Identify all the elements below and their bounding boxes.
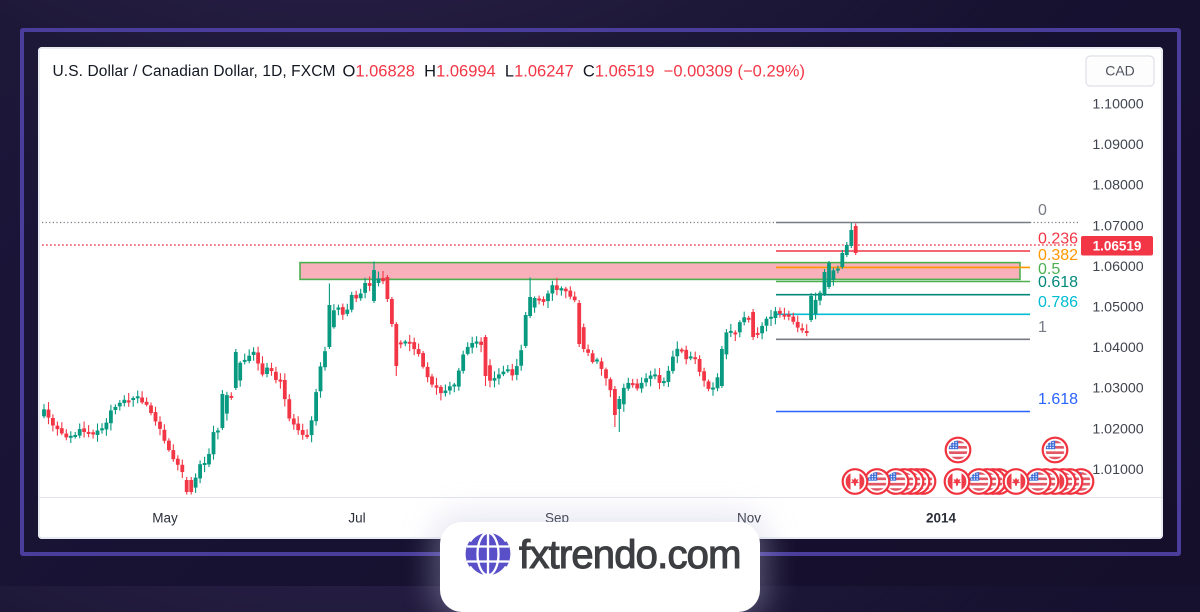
svg-text:1.06519: 1.06519 [1093, 239, 1142, 254]
svg-text:1.04000: 1.04000 [1092, 340, 1143, 356]
svg-text:Jul: Jul [348, 511, 365, 526]
svg-text:0.5: 0.5 [1038, 261, 1060, 278]
svg-text:CAD: CAD [1105, 63, 1135, 79]
svg-text:1.09000: 1.09000 [1092, 137, 1143, 153]
svg-text:0.786: 0.786 [1038, 294, 1078, 311]
svg-text:1.03000: 1.03000 [1092, 381, 1143, 397]
svg-text:1.07000: 1.07000 [1092, 218, 1143, 234]
svg-text:1.618: 1.618 [1038, 391, 1078, 408]
svg-text:1: 1 [1038, 319, 1047, 336]
svg-text:0: 0 [1038, 202, 1047, 219]
svg-text:Sep: Sep [545, 511, 569, 526]
svg-text:1.05000: 1.05000 [1092, 300, 1143, 316]
svg-text:May: May [152, 511, 178, 526]
svg-text:1.06000: 1.06000 [1092, 259, 1143, 275]
svg-text:U.S. Dollar / Canadian Dollar,: U.S. Dollar / Canadian Dollar, 1D, FXCM [53, 63, 336, 80]
svg-text:O1.06828 H1.06994 L1.06247: O1.06828 H1.06994 L1.06247 C1.06519 −0.0… [343, 63, 805, 81]
svg-text:1.02000: 1.02000 [1092, 421, 1143, 437]
svg-text:2014: 2014 [926, 511, 957, 526]
svg-text:0.236: 0.236 [1038, 231, 1078, 248]
svg-text:1.01000: 1.01000 [1092, 462, 1143, 478]
svg-text:1.08000: 1.08000 [1092, 178, 1143, 194]
svg-text:1.10000: 1.10000 [1092, 97, 1143, 113]
svg-text:0.382: 0.382 [1038, 247, 1078, 264]
svg-text:Nov: Nov [737, 511, 761, 526]
svg-text:0.618: 0.618 [1038, 274, 1078, 291]
